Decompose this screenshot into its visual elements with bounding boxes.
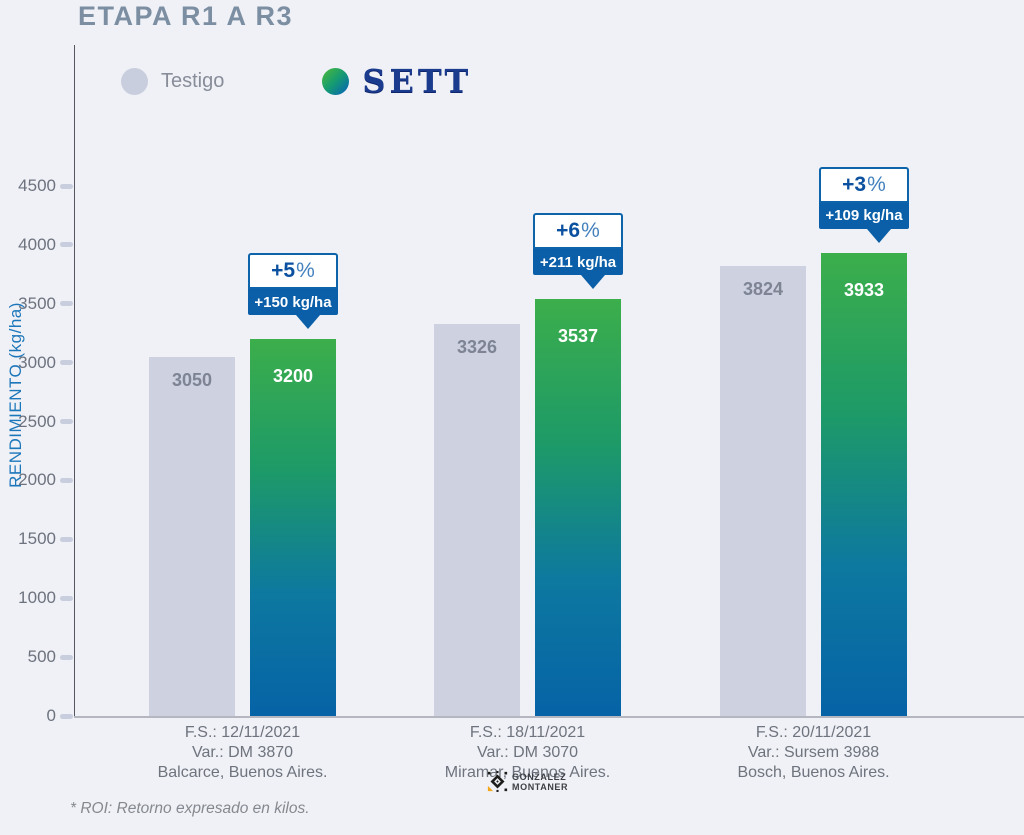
y-tick-mark [60,713,73,719]
testigo-legend-dot-icon [121,67,148,95]
x-category-label: F.S.: 12/11/2021 Var.: DM 3870 Balcarce, B… [103,723,383,783]
chart-legend: Testigo SETT [121,62,472,100]
percent-sign: % [581,219,600,243]
y-tick-label: 500 [27,647,56,667]
y-tick-label: 3500 [18,293,56,313]
y-tick-mark [60,360,73,366]
sett-bar: 3200 [250,339,336,716]
y-tick-mark [60,301,73,307]
x-category-line: F.S.: 20/11/2021 [755,724,872,741]
gain-percent-label: +5% [248,253,338,290]
y-tick-mark [60,536,73,542]
percent-sign: % [296,259,315,283]
gm-text-line2: MONTANER [512,781,569,792]
y-tick-mark [60,419,73,425]
x-category-label: F.S.: 20/11/2021 Var.: Sursem 3988 Bosch, … [674,723,954,783]
testigo-bar: 3050 [149,356,235,716]
x-category-line: Miramar, Buenos Aires. [444,764,611,781]
y-tick-label: 1500 [18,529,56,549]
x-category-label: F.S.: 18/11/2021 Var.: DM 3070 Miramar, Bu… [388,723,668,783]
x-category-line: Balcarce, Buenos Aires. [157,764,328,781]
gain-kg-label: +109 kg/ha [819,202,909,229]
gain-kg-label: +211 kg/ha [533,249,623,276]
y-axis-title: RENDIMIENTO (kg/ha) [6,302,25,488]
x-category-line: Bosch, Buenos Aires. [737,764,890,781]
y-tick-label: 2000 [18,470,56,490]
callout-pointer-icon [581,275,605,290]
percent-sign: % [867,172,886,196]
gain-percent-value: +5 [271,259,296,283]
bar-value-label: 3200 [272,366,314,387]
x-category-line: F.S.: 18/11/2021 [469,724,586,741]
x-category-line: Var.: DM 3870 [191,744,294,761]
x-axis-line [74,716,1024,718]
y-tick-mark [60,477,73,483]
gonzalez-montaner-logo: GONZALEZ MONTANER [487,771,568,792]
x-category-line: Var.: Sursem 3988 [747,744,880,761]
gain-percent-label: +3% [819,166,909,203]
y-tick-label: 3000 [18,352,56,372]
sett-bar: 3537 [535,299,621,716]
gain-percent-value: +6 [556,219,581,243]
sett-logo: SETT [362,62,473,100]
callout-pointer-icon [296,315,320,330]
gain-callout: +6% +211 kg/ha [533,213,623,290]
gain-kg-label: +150 kg/ha [248,289,338,316]
bar-value-label: 3933 [843,279,885,300]
y-tick-label: 4000 [18,234,56,254]
y-tick-mark [60,595,73,601]
sett-bar: 3933 [821,252,907,716]
sett-legend-dot-icon [322,67,350,95]
testigo-bar: 3326 [434,324,520,716]
bar-value-label: 3326 [456,337,498,358]
x-category-line: Var.: DM 3070 [476,744,579,761]
gm-text-line1: GONZALEZ [512,771,567,782]
callout-pointer-icon [867,228,891,243]
bar-value-label: 3050 [171,369,213,390]
y-tick-label: 1000 [18,588,56,608]
y-tick-label: 0 [46,706,56,725]
testigo-legend-label: Testigo [161,69,225,92]
bar-value-label: 3537 [557,326,599,347]
y-axis-line [74,45,75,717]
gonzalez-montaner-text: GONZALEZ MONTANER [512,772,568,792]
y-tick-mark [60,654,73,660]
bar-value-label: 3824 [742,278,784,299]
page-title: ETAPA R1 A R3 [78,1,294,31]
gain-callout: +3% +109 kg/ha [819,166,909,243]
y-tick-label: 4500 [18,176,56,195]
y-tick-label: 2500 [18,411,56,431]
x-category-line: F.S.: 12/11/2021 [184,724,301,741]
testigo-bar: 3824 [720,265,806,716]
y-tick-mark [60,183,73,189]
gain-percent-label: +6% [533,213,623,250]
y-tick-mark [60,242,73,248]
roi-footnote: * ROI: Retorno expresado en kilos. [70,800,310,817]
gain-callout: +5% +150 kg/ha [248,253,338,330]
gonzalez-montaner-icon [487,771,508,792]
gain-percent-value: +3 [842,172,867,196]
